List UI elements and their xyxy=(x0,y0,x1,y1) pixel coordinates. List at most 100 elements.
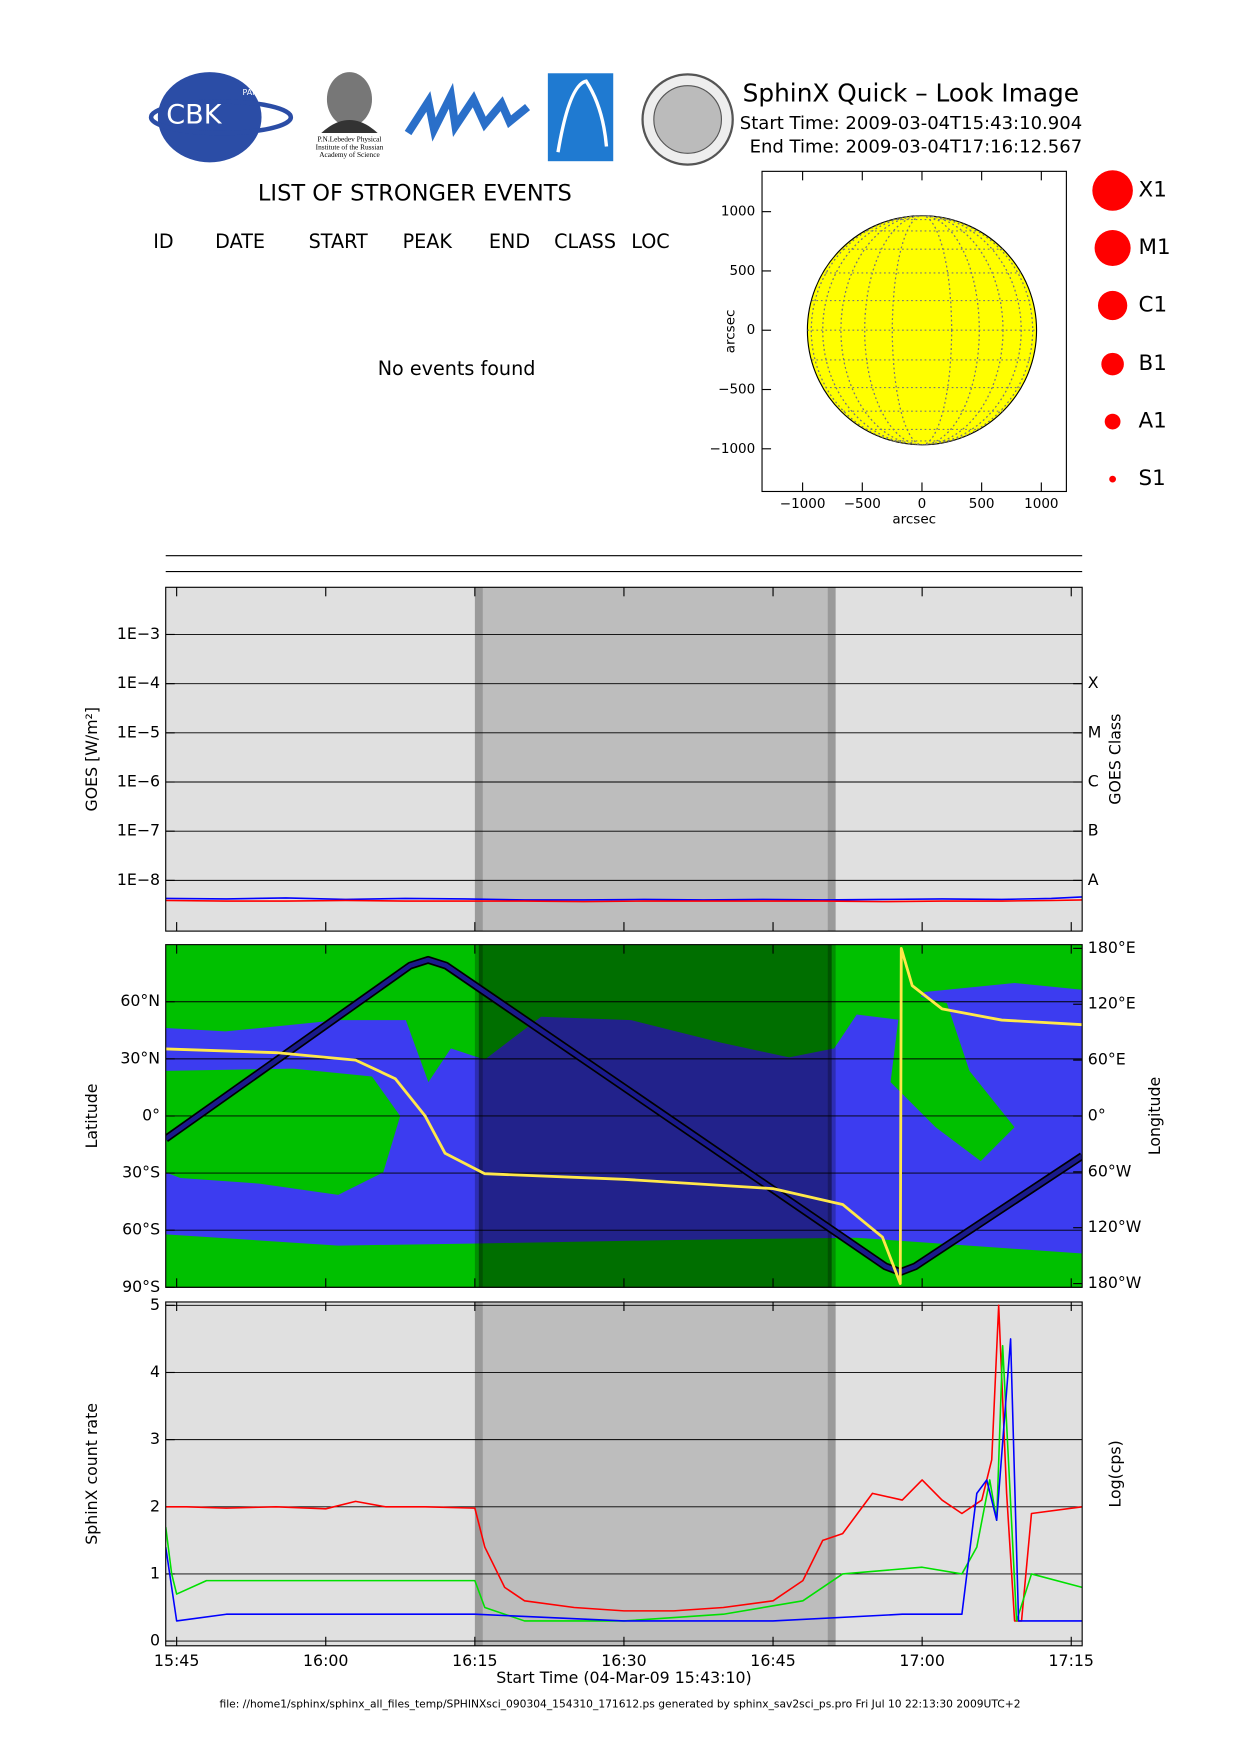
chart: 90°S 60°S 30°S 0° 30°N 60°N 180°W 120°W 60°W 0° 60… xyxy=(82,938,1164,1296)
series-line xyxy=(165,1344,1083,1622)
series-line xyxy=(165,946,1083,1286)
logo-sub: PAN xyxy=(242,88,258,97)
chart: −1000 −500 0 500 1000 −1000 −500 0 500 1000 arcsec… xyxy=(710,170,1171,528)
y-tick-label: 30°N xyxy=(120,1048,160,1067)
x-tick-label: 1000 xyxy=(1024,496,1058,512)
y-axis-label: GOES [W/m²] xyxy=(82,707,101,811)
y-tick-label: 1E−8 xyxy=(117,870,160,889)
y-tick-label: 60°S xyxy=(122,1220,160,1239)
shaded-edge xyxy=(827,587,836,932)
end-time: End Time: 2009-03-04T17:16:12.567 xyxy=(750,137,1083,158)
y-tick-label: 0° xyxy=(1088,1105,1106,1124)
x-tick-label: 17:15 xyxy=(1049,1651,1094,1670)
start-time: Start Time: 2009-03-04T15:43:10.904 xyxy=(740,113,1082,134)
footer: file: //home1/sphinx/sphinx_all_files_te… xyxy=(219,1697,1020,1710)
column-header: CLASS xyxy=(554,230,616,253)
events-title: LIST OF STRONGER EVENTS xyxy=(258,180,572,206)
y-tick-label: 120°E xyxy=(1088,994,1136,1013)
x-tick-label: 15:45 xyxy=(154,1651,199,1670)
legend-label: M1 xyxy=(1139,235,1171,260)
x-axis-label: Start Time (04-Mar-09 15:43:10) xyxy=(496,1668,751,1687)
y-tick-label: 120°W xyxy=(1088,1217,1142,1236)
y-tick-label: 180°E xyxy=(1088,938,1136,957)
shaded-edge xyxy=(827,1301,836,1646)
column-header: DATE xyxy=(215,230,265,253)
column-header: END xyxy=(489,230,530,253)
legend-label: B1 xyxy=(1139,351,1167,376)
y-tick-label: A xyxy=(1088,870,1099,889)
y-tick-label: 1E−6 xyxy=(117,772,160,791)
y-axis-label: Latitude xyxy=(82,1084,101,1149)
y-tick-label: 4 xyxy=(150,1362,160,1381)
y-tick-label: 1E−3 xyxy=(117,624,160,643)
logo-text: CBK xyxy=(166,100,222,131)
y2-axis-label: Log(cps) xyxy=(1105,1440,1124,1507)
legend-marker xyxy=(1109,475,1116,483)
x-tick-label: 16:45 xyxy=(750,1651,795,1670)
caption: Institute of the Russian xyxy=(316,142,384,151)
series-line xyxy=(165,1304,1083,1622)
series-line xyxy=(165,957,1083,1275)
y-axis-label: arcsec xyxy=(722,310,738,354)
legend-label: C1 xyxy=(1139,292,1168,317)
y-tick-label: M xyxy=(1088,722,1102,741)
y-tick-label: 60°E xyxy=(1088,1050,1126,1069)
chart: 1E−8 1E−7 1E−6 1E−5 1E−4 1E−3 A B C M X GOES [W/m²]… xyxy=(82,586,1124,932)
y-tick-label: X xyxy=(1088,673,1099,692)
series-line xyxy=(165,899,1083,903)
shaded-edge xyxy=(474,1301,483,1646)
y-tick-label: 1 xyxy=(150,1563,160,1582)
longitude-line xyxy=(840,215,1004,445)
column-header: ID xyxy=(153,230,173,253)
longitude-line xyxy=(822,215,1022,445)
land-mass xyxy=(165,1068,401,1195)
caption: Academy of Science xyxy=(319,150,380,159)
y-tick-label: 5 xyxy=(150,1295,160,1314)
x-tick-label: 0 xyxy=(918,496,927,512)
column-header: PEAK xyxy=(403,230,453,253)
legend-marker xyxy=(1092,170,1133,211)
legend-marker xyxy=(1101,352,1124,376)
x-tick-label: −500 xyxy=(844,496,881,512)
x-tick-label: 500 xyxy=(969,496,995,512)
y-tick-label: 0 xyxy=(150,1631,160,1650)
plot-frame xyxy=(761,170,1067,493)
legend-label: A1 xyxy=(1139,409,1167,434)
column-header: START xyxy=(309,230,368,253)
caption: P.N.Lebedev Physical xyxy=(317,134,381,143)
legend-marker xyxy=(1094,229,1131,267)
y2-axis-label: GOES Class xyxy=(1105,714,1124,805)
y-tick-label: 90°S xyxy=(122,1277,160,1296)
y2-axis-label: Longitude xyxy=(1145,1077,1164,1155)
legend-marker xyxy=(1104,413,1121,430)
longitude-line xyxy=(891,215,953,445)
y-tick-label: 60°N xyxy=(120,991,160,1010)
x-tick-label: −1000 xyxy=(780,496,826,512)
land-mass xyxy=(890,991,1015,1162)
logos: CBK PAN P.N.Lebedev Physical Institute o… xyxy=(148,72,734,166)
shaded-interval xyxy=(478,1301,832,1646)
longitude-line xyxy=(810,215,1034,445)
legend-label: S1 xyxy=(1139,466,1166,491)
column-header: LOC xyxy=(631,230,669,253)
y-tick-label: C xyxy=(1088,772,1099,791)
series-line xyxy=(165,896,1083,901)
y-tick-label: −500 xyxy=(718,382,755,398)
y-tick-label: 0° xyxy=(142,1105,160,1124)
y-tick-label: 180°W xyxy=(1088,1273,1142,1292)
y-tick-label: 1000 xyxy=(721,204,755,220)
longitude-line xyxy=(864,215,980,445)
x-tick-label: 16:30 xyxy=(601,1651,646,1670)
legend-label: X1 xyxy=(1139,178,1167,203)
y-tick-label: 0 xyxy=(747,322,756,338)
y-tick-label: 3 xyxy=(150,1429,160,1448)
y-tick-label: 500 xyxy=(729,263,755,279)
y-tick-label: 1E−4 xyxy=(117,673,160,692)
y-tick-label: B xyxy=(1088,821,1099,840)
y-tick-label: 2 xyxy=(150,1496,160,1515)
title: SphinX Quick – Look Image xyxy=(743,79,1079,108)
chart: 0 1 2 3 4 5 15:45 16:00 16:15 16:30 16:45 17:00 17:1… xyxy=(82,1295,1125,1687)
y-tick-label: 1E−7 xyxy=(117,821,160,840)
x-tick-label: 17:00 xyxy=(899,1651,944,1670)
